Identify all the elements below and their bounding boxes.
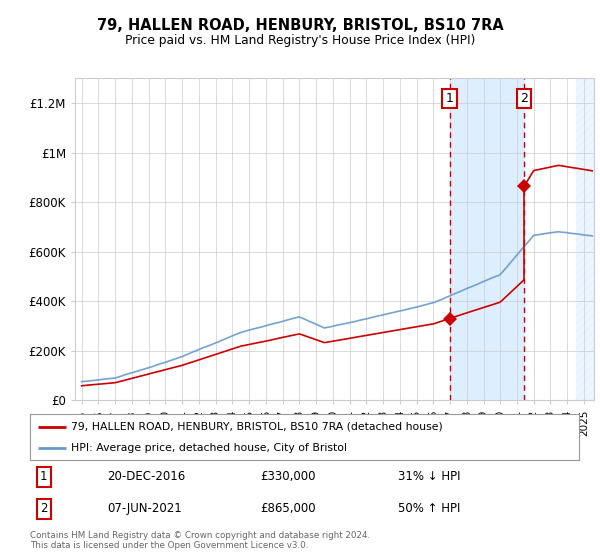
- Text: Price paid vs. HM Land Registry's House Price Index (HPI): Price paid vs. HM Land Registry's House …: [125, 34, 475, 47]
- Text: £330,000: £330,000: [260, 470, 316, 483]
- Text: 79, HALLEN ROAD, HENBURY, BRISTOL, BS10 7RA (detached house): 79, HALLEN ROAD, HENBURY, BRISTOL, BS10 …: [71, 422, 443, 432]
- Text: 20-DEC-2016: 20-DEC-2016: [107, 470, 185, 483]
- Text: 31% ↓ HPI: 31% ↓ HPI: [398, 470, 460, 483]
- Text: 2: 2: [40, 502, 47, 515]
- Text: 50% ↑ HPI: 50% ↑ HPI: [398, 502, 460, 515]
- Text: 2: 2: [520, 92, 528, 105]
- Bar: [449, 78, 524, 400]
- Text: Contains HM Land Registry data © Crown copyright and database right 2024.
This d: Contains HM Land Registry data © Crown c…: [30, 531, 370, 550]
- Text: 1: 1: [40, 470, 47, 483]
- Bar: [575, 78, 600, 400]
- Text: 07-JUN-2021: 07-JUN-2021: [107, 502, 182, 515]
- Text: £865,000: £865,000: [260, 502, 316, 515]
- Text: 1: 1: [446, 92, 454, 105]
- Text: HPI: Average price, detached house, City of Bristol: HPI: Average price, detached house, City…: [71, 443, 347, 453]
- Text: 79, HALLEN ROAD, HENBURY, BRISTOL, BS10 7RA: 79, HALLEN ROAD, HENBURY, BRISTOL, BS10 …: [97, 18, 503, 32]
